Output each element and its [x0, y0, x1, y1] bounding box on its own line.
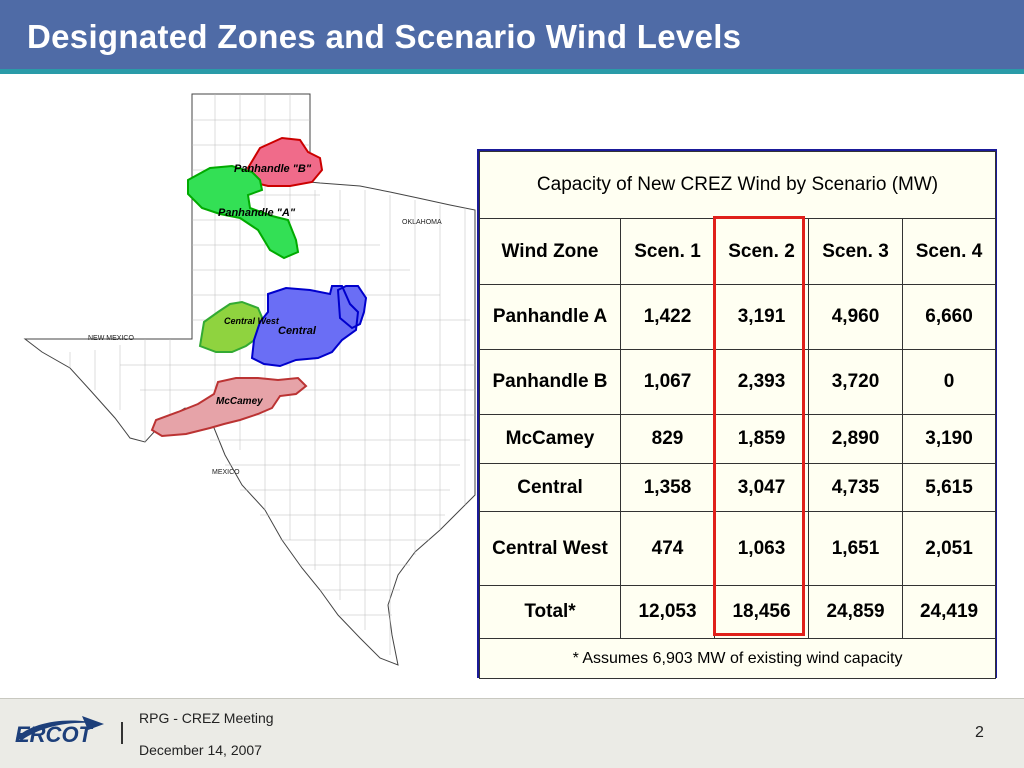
- map-label-mexico: MEXICO: [212, 469, 240, 476]
- cell-value: 0: [901, 349, 997, 415]
- header-wind-zone: Wind Zone: [479, 218, 621, 285]
- cell-total-value: 12,053: [620, 585, 715, 639]
- zone-central: [250, 285, 368, 368]
- header-scen-2: Scen. 2: [714, 218, 809, 285]
- cell-total-label: Total*: [479, 585, 621, 639]
- ercot-swoosh-icon: [16, 716, 104, 740]
- zone-label-mccamey: McCamey: [216, 396, 263, 407]
- cell-zone: Panhandle A: [479, 284, 621, 350]
- footer-divider: [0, 698, 1024, 699]
- cell-value: 1,651: [808, 511, 903, 586]
- table-footnote-row: * Assumes 6,903 MW of existing wind capa…: [478, 638, 997, 679]
- table-caption: Capacity of New CREZ Wind by Scenario (M…: [478, 151, 997, 219]
- ercot-logo-text: ERCOT: [15, 722, 92, 747]
- table-row: Central 1,358 3,047 4,735 5,615: [479, 463, 997, 512]
- zone-panhandle-b: [246, 136, 324, 187]
- header-scen-3: Scen. 3: [808, 218, 903, 285]
- zone-label-central: Central: [278, 325, 317, 337]
- texas-map: OKLAHOMA NEW MEXICO MEXICO Panhandle "B"…: [20, 90, 480, 670]
- slide-title: Designated Zones and Scenario Wind Level…: [27, 18, 742, 55]
- cell-zone: McCamey: [479, 414, 621, 464]
- table-row: Central West 474 1,063 1,651 2,051: [479, 511, 997, 586]
- texas-map-svg: OKLAHOMA NEW MEXICO MEXICO Panhandle "B"…: [23, 93, 476, 666]
- cell-total-value: 24,859: [808, 585, 903, 639]
- zone-label-panhandle-b: Panhandle "B": [234, 163, 312, 175]
- title-bar: Designated Zones and Scenario Wind Level…: [0, 0, 1024, 74]
- zone-label-panhandle-a: Panhandle "A": [218, 207, 296, 219]
- cell-value: 3,047: [714, 463, 809, 512]
- footer-separator: [121, 722, 123, 744]
- footer-meeting: RPG - CREZ Meeting: [139, 710, 274, 726]
- cell-value: 6,660: [901, 284, 997, 350]
- map-label-new-mexico: NEW MEXICO: [88, 335, 134, 342]
- cell-value: 3,720: [808, 349, 903, 415]
- table-total-row: Total* 12,053 18,456 24,859 24,419: [479, 585, 997, 639]
- zone-label-central-west: Central West: [224, 316, 280, 326]
- title-underline: [0, 69, 1024, 74]
- cell-zone: Panhandle B: [479, 349, 621, 415]
- cell-value: 1,859: [714, 414, 809, 464]
- cell-value: 474: [620, 511, 715, 586]
- zone-mccamey: [150, 376, 308, 438]
- cell-value: 3,191: [714, 284, 809, 350]
- table-header-row: Wind Zone Scen. 1 Scen. 2 Scen. 3 Scen. …: [479, 218, 997, 285]
- cell-value: 4,960: [808, 284, 903, 350]
- table-row: McCamey 829 1,859 2,890 3,190: [479, 414, 997, 464]
- cell-value: 829: [620, 414, 715, 464]
- header-scen-1: Scen. 1: [620, 218, 715, 285]
- zone-panhandle-a: [187, 164, 300, 260]
- capacity-table-container: Capacity of New CREZ Wind by Scenario (M…: [477, 149, 997, 679]
- cell-value: 1,358: [620, 463, 715, 512]
- cell-total-value: 18,456: [714, 585, 809, 639]
- cell-value: 2,051: [901, 511, 997, 586]
- cell-value: 2,890: [808, 414, 903, 464]
- cell-value: 2,393: [714, 349, 809, 415]
- footer-date: December 14, 2007: [139, 742, 262, 758]
- cell-value: 1,067: [620, 349, 715, 415]
- header-scen-4: Scen. 4: [901, 218, 997, 285]
- table-caption-row: Capacity of New CREZ Wind by Scenario (M…: [478, 151, 997, 219]
- cell-zone: Central: [479, 463, 621, 512]
- table-row: Panhandle B 1,067 2,393 3,720 0: [479, 349, 997, 415]
- slide-footer: ERCOT RPG - CREZ Meeting December 14, 20…: [0, 698, 1024, 768]
- page-number: 2: [975, 724, 984, 741]
- cell-zone: Central West: [479, 511, 621, 586]
- map-label-oklahoma: OKLAHOMA: [402, 219, 442, 226]
- cell-value: 1,063: [714, 511, 809, 586]
- cell-value: 4,735: [808, 463, 903, 512]
- cell-value: 5,615: [901, 463, 997, 512]
- cell-value: 1,422: [620, 284, 715, 350]
- cell-value: 3,190: [901, 414, 997, 464]
- table-row: Panhandle A 1,422 3,191 4,960 6,660: [479, 284, 997, 350]
- capacity-table: Capacity of New CREZ Wind by Scenario (M…: [478, 151, 997, 679]
- cell-total-value: 24,419: [901, 585, 997, 639]
- table-footnote: * Assumes 6,903 MW of existing wind capa…: [478, 638, 997, 679]
